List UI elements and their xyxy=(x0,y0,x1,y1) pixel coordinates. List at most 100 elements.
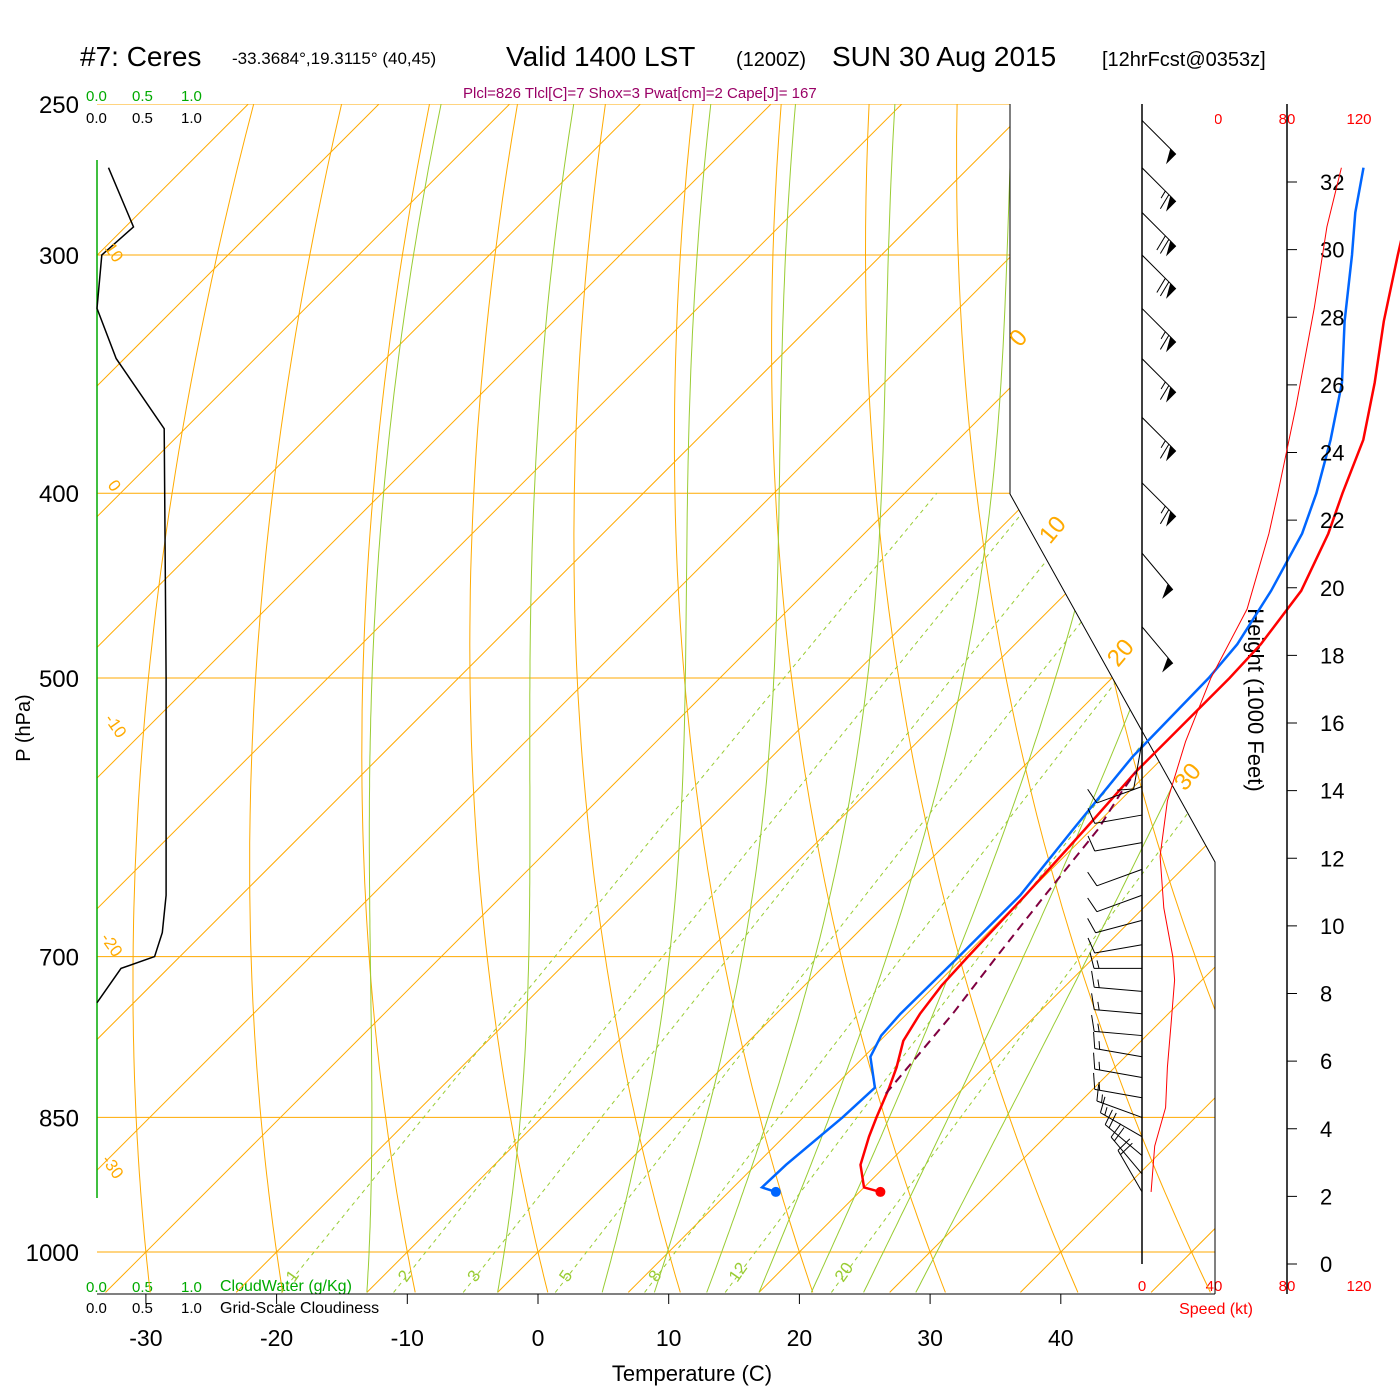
dry-adiabat-line xyxy=(469,104,549,1293)
moist-adiabat-line xyxy=(706,104,896,1293)
wind-barb xyxy=(1110,1123,1143,1175)
sounding-indices: Plcl=826 Tlcl[C]=7 Shox=3 Pwat[cm]=2 Cap… xyxy=(463,85,817,102)
cloud-water-tick: 0.5 xyxy=(132,88,153,105)
valid-time: Valid 1400 LST xyxy=(506,41,695,72)
isotherm-line xyxy=(97,104,903,910)
surface-temperature-marker xyxy=(875,1186,886,1197)
isotherm-line xyxy=(97,104,641,649)
speed-tick: 0 xyxy=(1138,1278,1146,1295)
moist-adiabat-line xyxy=(653,104,796,1293)
speed-tick: 120 xyxy=(1346,1278,1371,1295)
wind-barb xyxy=(1091,970,1143,992)
mixing-ratio-label: 3 xyxy=(463,1267,484,1286)
cloudiness-tick: 0.5 xyxy=(132,1300,153,1317)
x-tick-label: 10 xyxy=(656,1325,682,1351)
height-tick-label: 18 xyxy=(1320,643,1344,668)
height-tick-label: 0 xyxy=(1320,1252,1332,1277)
wind-barb xyxy=(1091,993,1143,1015)
height-tick-label: 24 xyxy=(1320,441,1344,466)
isotherm-line xyxy=(889,966,1215,1293)
cloudiness-tick: 1.0 xyxy=(181,1300,202,1317)
pressure-tick-label: 500 xyxy=(39,666,79,693)
x-tick-label: 30 xyxy=(917,1325,943,1351)
dry-adiabat-line xyxy=(771,104,946,1293)
cloudiness-line xyxy=(96,167,167,1004)
x-tick-label: 20 xyxy=(787,1325,813,1351)
station-name: #7: Ceres xyxy=(80,41,201,72)
wind-barb xyxy=(1141,552,1174,599)
mixing-ratio-line xyxy=(280,492,938,1293)
mixing-ratio-label: 20 xyxy=(831,1259,857,1285)
dry-adiabat-line xyxy=(361,104,431,1293)
cloud-water-tick: 1.0 xyxy=(181,88,202,105)
mixing-ratio-line xyxy=(554,492,1185,1293)
height-tick-label: 2 xyxy=(1320,1184,1332,1209)
cloud-water-tick: 0.5 xyxy=(132,1279,153,1296)
isotherm-line xyxy=(235,312,1215,1293)
speed-tick: 120 xyxy=(1346,111,1371,128)
dry-adiabat-line xyxy=(573,104,681,1293)
pressure-tick-label: 250 xyxy=(39,92,79,119)
x-tick-label: 0 xyxy=(532,1325,545,1351)
pressure-tick-label: 700 xyxy=(39,945,79,972)
mixing-ratio-line xyxy=(393,492,1039,1293)
mixing-ratio-line xyxy=(462,492,1102,1293)
wind-panel xyxy=(1087,104,1342,1264)
wind-barb xyxy=(1141,482,1177,527)
x-tick-label: -30 xyxy=(129,1325,162,1351)
height-tick-label: 32 xyxy=(1320,170,1344,195)
forecast-run: [12hrFcst@0353z] xyxy=(1102,49,1266,71)
wind-barb xyxy=(1141,212,1177,257)
surface-dewpoint-marker xyxy=(770,1186,781,1197)
dry-adiabat-line xyxy=(249,104,343,1293)
temperature-axis-title: Temperature (C) xyxy=(612,1361,772,1386)
cloudiness-tick: 0.0 xyxy=(86,1300,107,1317)
zulu-time: (1200Z) xyxy=(736,49,806,71)
isotherm-line xyxy=(627,704,1215,1293)
isotherm-label: 10 xyxy=(101,239,127,265)
wind-barb xyxy=(1087,918,1143,934)
wind-barb xyxy=(1087,835,1143,852)
moist-adiabat-line xyxy=(915,695,1215,1293)
wind-barb xyxy=(1141,254,1177,299)
cloud-water-tick: 1.0 xyxy=(181,1279,202,1296)
wind-barb xyxy=(1141,167,1177,212)
wind-barb xyxy=(1099,1096,1143,1138)
wind-barb xyxy=(1089,952,1142,969)
wind-barb xyxy=(1087,868,1143,887)
isotherm-label: -10 xyxy=(101,710,131,741)
wind-barb xyxy=(1104,1109,1143,1156)
mixing-ratio-line xyxy=(644,554,1215,1293)
wind-speed-line xyxy=(1150,167,1342,1192)
frame-mask xyxy=(1010,100,1215,862)
dewpoint-line xyxy=(759,167,1365,1194)
isotherm-line xyxy=(97,104,772,779)
moist-adiabat-line xyxy=(601,104,712,1293)
moist-adiabat-line xyxy=(366,104,442,1293)
isotherm-line xyxy=(497,574,1215,1293)
wind-barb xyxy=(1141,358,1177,403)
x-tick-label: -10 xyxy=(391,1325,424,1351)
pressure-axis-title: P (hPa) xyxy=(13,694,35,761)
station-location: -33.3684°,19.3115° (40,45) xyxy=(232,49,436,68)
moist-adiabat-line xyxy=(758,104,1013,1293)
isotherm-line xyxy=(366,443,1215,1293)
mixing-ratio-label: 12 xyxy=(725,1259,751,1285)
wind-barb xyxy=(1096,1084,1143,1118)
wind-barb xyxy=(1093,1031,1143,1058)
height-tick-label: 8 xyxy=(1320,982,1332,1007)
dry-adiabat-line xyxy=(956,104,1211,1293)
forecast-date: SUN 30 Aug 2015 xyxy=(832,41,1056,72)
right-boundary xyxy=(1009,104,1216,1294)
height-tick-label: 16 xyxy=(1320,711,1344,736)
height-axis-title: Height (1000 Feet) xyxy=(1243,608,1268,791)
isotherm-line xyxy=(97,104,511,518)
wind-barb xyxy=(1117,1138,1143,1193)
height-tick-label: 22 xyxy=(1320,508,1344,533)
isotherm-label: -30 xyxy=(98,1151,128,1182)
pressure-tick-label: 1000 xyxy=(26,1240,79,1267)
cloudiness-tick: 1.0 xyxy=(181,110,202,127)
cloudiness-tick: 0.0 xyxy=(86,110,107,127)
speed-scale: 0 40 80 120 0 40 80 120 Speed (kt) xyxy=(1138,111,1372,1318)
